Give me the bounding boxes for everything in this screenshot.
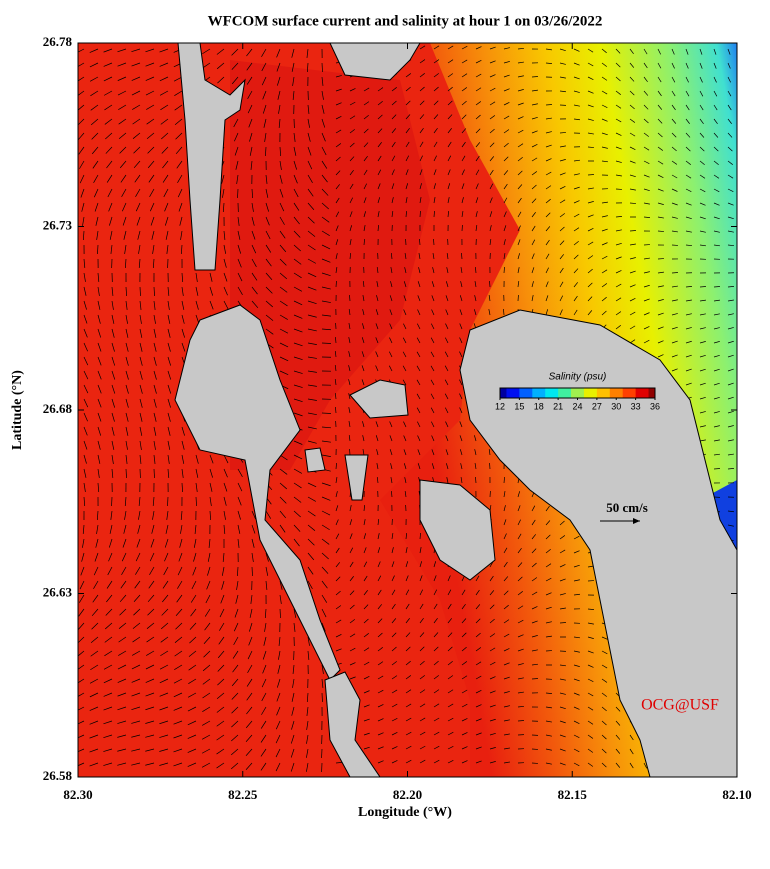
colorbar-tick-label: 27 xyxy=(592,401,602,411)
colorbar-tick-label: 24 xyxy=(572,401,582,411)
colorbar-cell xyxy=(571,388,578,398)
colorbar-cell xyxy=(558,388,565,398)
scale-label: 50 cm/s xyxy=(606,500,648,515)
colorbar-cell xyxy=(578,388,585,398)
x-tick-label: 82.10 xyxy=(722,787,751,802)
colorbar-cell xyxy=(500,388,507,398)
colorbar-cell xyxy=(610,388,617,398)
colorbar-cell xyxy=(623,388,630,398)
colorbar-cell xyxy=(552,388,559,398)
colorbar-cell xyxy=(513,388,520,398)
colorbar-tick-label: 36 xyxy=(650,401,660,411)
x-tick-label: 82.15 xyxy=(558,787,588,802)
colorbar-cell xyxy=(597,388,604,398)
colorbar-label: Salinity (psu) xyxy=(549,372,607,383)
chart-title: WFCOM surface current and salinity at ho… xyxy=(208,13,603,29)
colorbar-tick-label: 30 xyxy=(611,401,621,411)
y-tick-label: 26.68 xyxy=(43,401,73,416)
y-tick-label: 26.78 xyxy=(43,34,73,49)
x-tick-label: 82.25 xyxy=(228,787,258,802)
colorbar-cell xyxy=(649,388,656,398)
y-axis-label: Latitude (°N) xyxy=(10,370,25,450)
colorbar-cell xyxy=(506,388,513,398)
colorbar-cell xyxy=(539,388,546,398)
x-tick-label: 82.30 xyxy=(63,787,92,802)
y-tick-label: 26.58 xyxy=(43,768,73,783)
colorbar-cell xyxy=(590,388,597,398)
colorbar: Salinity (psu) 12 15 18 21 24 27 30 33 36 xyxy=(494,366,661,418)
x-axis-label: Longitude (°W) xyxy=(358,805,452,820)
y-tick-label: 26.63 xyxy=(43,584,73,599)
colorbar-cell xyxy=(616,388,623,398)
colorbar-cell xyxy=(532,388,539,398)
colorbar-cell xyxy=(584,388,591,398)
credit: OCG@USF xyxy=(641,697,719,714)
x-tick-label: 82.20 xyxy=(393,787,422,802)
colorbar-cell xyxy=(603,388,610,398)
colorbar-tick-label: 33 xyxy=(631,401,641,411)
colorbar-cell xyxy=(545,388,552,398)
colorbar-cell xyxy=(629,388,636,398)
colorbar-tick-label: 12 xyxy=(495,401,505,411)
y-tick-label: 26.73 xyxy=(43,217,73,232)
colorbar-cell xyxy=(565,388,572,398)
colorbar-cell xyxy=(642,388,649,398)
colorbar-cell xyxy=(636,388,643,398)
colorbar-tick-label: 15 xyxy=(514,401,524,411)
colorbar-tick-label: 18 xyxy=(534,401,544,411)
colorbar-cell xyxy=(526,388,533,398)
colorbar-cell xyxy=(519,388,526,398)
current-arrow xyxy=(420,211,421,217)
colorbar-tick-label: 21 xyxy=(553,401,563,411)
